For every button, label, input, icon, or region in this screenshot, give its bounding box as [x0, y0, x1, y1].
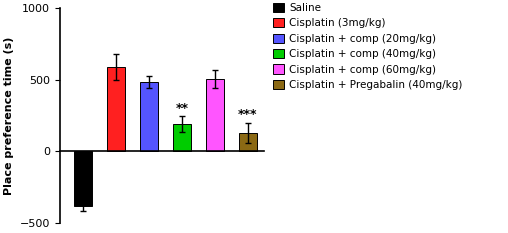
Bar [173, 124, 191, 151]
Bar [239, 133, 257, 151]
Legend: Saline, Cisplatin (3mg/kg), Cisplatin + comp (20mg/kg), Cisplatin + comp (40mg/k: Saline, Cisplatin (3mg/kg), Cisplatin + … [273, 3, 462, 90]
Text: **: ** [175, 102, 188, 115]
Bar [206, 79, 224, 151]
Bar [74, 151, 92, 206]
Text: ***: *** [238, 108, 258, 121]
Bar [140, 82, 158, 151]
Y-axis label: Place preference time (s): Place preference time (s) [4, 36, 14, 195]
Bar [107, 67, 125, 151]
